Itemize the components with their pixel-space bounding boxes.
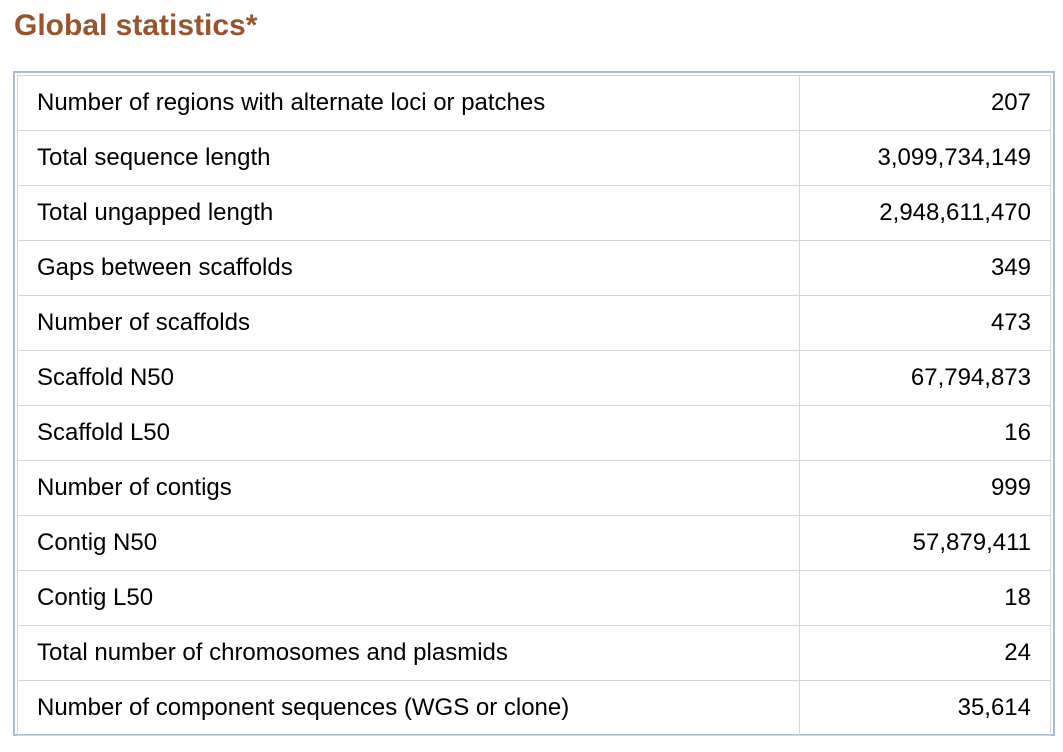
global-statistics-table: Number of regions with alternate loci or…: [17, 75, 1051, 736]
stat-value: 2,948,611,470: [799, 185, 1051, 241]
table-row: Scaffold N50 67,794,873: [17, 350, 1051, 406]
stat-label: Total sequence length: [17, 130, 800, 186]
stat-label: Contig N50: [17, 515, 800, 571]
stat-label: Number of regions with alternate loci or…: [17, 75, 800, 131]
stat-value: 16: [799, 405, 1051, 461]
table-row: Gaps between scaffolds 349: [17, 240, 1051, 296]
table-row: Contig L50 18: [17, 570, 1051, 626]
stat-label: Total number of chromosomes and plasmids: [17, 625, 800, 681]
table-row: Total sequence length 3,099,734,149: [17, 130, 1051, 186]
stat-label: Number of component sequences (WGS or cl…: [17, 680, 800, 736]
stat-value: 35,614: [799, 680, 1051, 736]
stat-value: 3,099,734,149: [799, 130, 1051, 186]
stat-label: Total ungapped length: [17, 185, 800, 241]
stat-value: 57,879,411: [799, 515, 1051, 571]
stat-value: 67,794,873: [799, 350, 1051, 406]
table-row: Scaffold L50 16: [17, 405, 1051, 461]
stat-value: 999: [799, 460, 1051, 516]
stat-label: Number of contigs: [17, 460, 800, 516]
table-row: Total ungapped length 2,948,611,470: [17, 185, 1051, 241]
section-title: Global statistics*: [14, 9, 258, 42]
stat-label: Number of scaffolds: [17, 295, 800, 351]
table-row: Number of contigs 999: [17, 460, 1051, 516]
global-statistics-table-frame: Number of regions with alternate loci or…: [13, 71, 1055, 736]
table-row: Number of component sequences (WGS or cl…: [17, 680, 1051, 736]
table-row: Total number of chromosomes and plasmids…: [17, 625, 1051, 681]
stat-value: 24: [799, 625, 1051, 681]
table-row: Number of regions with alternate loci or…: [17, 75, 1051, 131]
table-row: Number of scaffolds 473: [17, 295, 1051, 351]
stat-value: 349: [799, 240, 1051, 296]
stat-label: Scaffold L50: [17, 405, 800, 461]
stat-value: 18: [799, 570, 1051, 626]
table-row: Contig N50 57,879,411: [17, 515, 1051, 571]
stat-label: Contig L50: [17, 570, 800, 626]
stat-label: Gaps between scaffolds: [17, 240, 800, 296]
stat-label: Scaffold N50: [17, 350, 800, 406]
stat-value: 473: [799, 295, 1051, 351]
stat-value: 207: [799, 75, 1051, 131]
